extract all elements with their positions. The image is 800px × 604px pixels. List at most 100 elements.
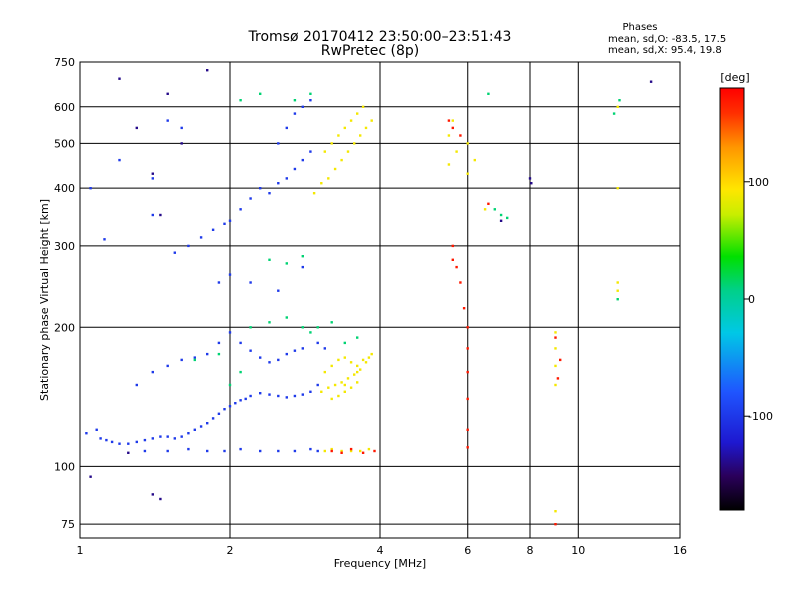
- data-point: [159, 213, 162, 217]
- data-point: [361, 451, 365, 454]
- data-point: [217, 412, 221, 415]
- data-point: [259, 392, 262, 395]
- data-point: [451, 119, 454, 122]
- data-point: [285, 352, 288, 356]
- data-point: [370, 119, 373, 122]
- data-point: [359, 449, 362, 453]
- data-point: [151, 172, 154, 175]
- data-point: [277, 142, 280, 145]
- data-point: [359, 368, 362, 371]
- data-point: [301, 158, 304, 162]
- y-tick-label: 200: [54, 321, 75, 334]
- data-point: [349, 119, 353, 122]
- y-tick-label: 400: [54, 182, 75, 195]
- data-point: [193, 428, 196, 431]
- data-point: [309, 150, 312, 153]
- data-point: [239, 399, 242, 402]
- colorbar-tick-label: 0: [748, 293, 755, 306]
- data-point: [337, 134, 340, 137]
- data-point: [166, 119, 169, 122]
- chart-subtitle: RwPretec (8p): [321, 43, 419, 59]
- data-point: [259, 92, 262, 95]
- data-point: [118, 77, 121, 80]
- data-point: [340, 449, 343, 453]
- data-point: [459, 134, 462, 137]
- data-point: [166, 92, 169, 95]
- data-point: [293, 449, 297, 453]
- data-point: [361, 358, 365, 362]
- data-point: [228, 331, 232, 334]
- data-point: [217, 352, 221, 356]
- data-point: [356, 112, 359, 115]
- y-tick-label: 500: [54, 137, 75, 150]
- phases-heading: Phases: [622, 22, 657, 33]
- data-point: [466, 397, 469, 401]
- data-point: [556, 377, 560, 380]
- data-point: [180, 435, 183, 438]
- data-point: [159, 435, 162, 438]
- data-point: [285, 396, 288, 399]
- data-point: [277, 358, 280, 362]
- data-point: [649, 80, 653, 83]
- data-point: [487, 92, 490, 95]
- data-point: [530, 182, 533, 185]
- data-point: [301, 326, 304, 329]
- data-point: [343, 390, 346, 393]
- data-point: [340, 381, 343, 384]
- data-point: [103, 238, 106, 241]
- data-point: [466, 347, 469, 350]
- data-point: [118, 158, 121, 162]
- data-point: [316, 449, 319, 453]
- data-point: [187, 432, 190, 435]
- data-point: [323, 347, 326, 350]
- data-point: [337, 358, 340, 362]
- data-point: [285, 126, 288, 130]
- data-point: [166, 435, 169, 438]
- data-point: [223, 449, 226, 453]
- data-point: [359, 134, 362, 137]
- data-point: [166, 364, 169, 368]
- data-point: [309, 447, 312, 451]
- data-point: [268, 361, 271, 364]
- data-point: [447, 163, 451, 166]
- data-point: [293, 349, 297, 352]
- phases-line-x: mean, sd,X: 95.4, 19.8: [608, 45, 722, 56]
- data-point: [323, 150, 326, 153]
- data-point: [528, 177, 532, 180]
- data-point: [268, 192, 271, 195]
- data-point: [159, 497, 162, 501]
- data-point: [346, 150, 350, 153]
- x-tick-label: 4: [377, 544, 384, 557]
- data-point: [323, 370, 326, 374]
- data-point: [173, 437, 176, 440]
- data-point: [95, 428, 98, 431]
- data-point: [187, 447, 190, 451]
- data-point: [309, 331, 312, 334]
- data-point: [135, 383, 138, 387]
- data-point: [309, 92, 312, 95]
- data-point: [309, 390, 312, 393]
- data-point: [180, 142, 183, 145]
- data-point: [493, 208, 496, 211]
- data-point: [239, 447, 242, 451]
- data-point: [333, 167, 337, 171]
- colorbar-tick-label: 100: [748, 176, 769, 189]
- data-point: [487, 202, 490, 205]
- data-point: [285, 262, 288, 265]
- x-tick-label: 16: [673, 544, 687, 557]
- data-point: [327, 386, 330, 389]
- data-point: [301, 347, 304, 350]
- data-point: [330, 142, 333, 145]
- data-point: [327, 177, 330, 180]
- data-point: [364, 361, 368, 364]
- data-point: [330, 364, 333, 368]
- colorbar-ticks: 100 0 -100: [744, 176, 773, 423]
- data-point: [151, 493, 154, 496]
- data-point: [249, 394, 252, 398]
- data-point: [349, 449, 353, 453]
- data-point: [151, 213, 154, 217]
- x-tick-label: 2: [227, 544, 234, 557]
- data-point: [466, 370, 469, 374]
- data-point: [239, 208, 242, 211]
